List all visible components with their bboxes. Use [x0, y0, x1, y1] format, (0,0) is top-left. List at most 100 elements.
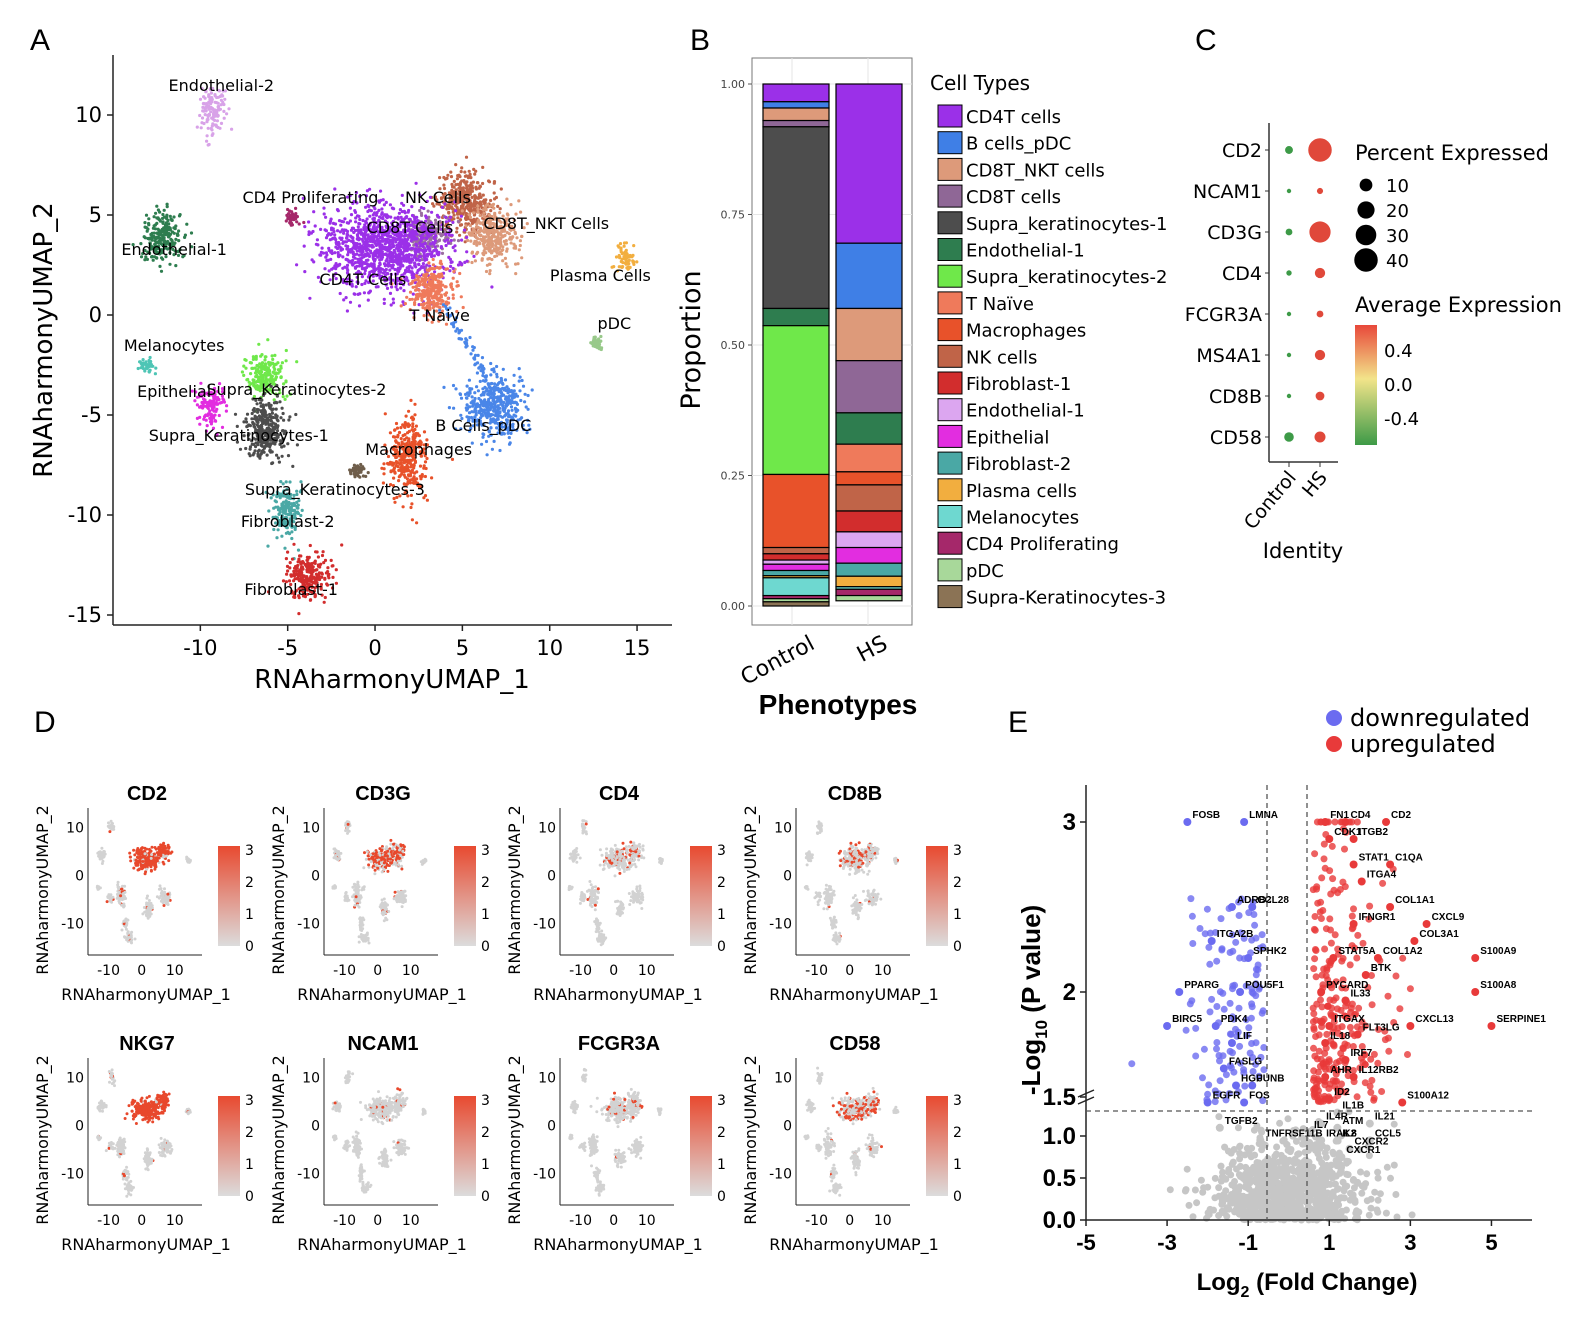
umap-point — [407, 253, 411, 257]
umap-point — [592, 339, 596, 343]
umap-point — [308, 296, 312, 300]
umap-point — [482, 198, 486, 202]
umap-point — [444, 293, 448, 297]
umap-point — [309, 231, 313, 235]
umap-point — [297, 557, 301, 561]
umap-point — [348, 259, 352, 263]
umap-point — [472, 211, 476, 215]
umap-point — [399, 426, 403, 430]
umap-point — [242, 420, 246, 424]
umap-point — [494, 244, 498, 248]
umap-point — [254, 398, 258, 402]
umap-point — [357, 228, 361, 232]
umap-point — [423, 474, 427, 479]
umap-point — [334, 245, 338, 249]
umap-point — [467, 378, 471, 382]
umap-point — [487, 383, 491, 387]
umap-point — [358, 222, 362, 226]
umap-point — [489, 198, 493, 203]
umap-point — [452, 238, 456, 242]
umap-point — [464, 155, 469, 159]
umap-point — [379, 189, 383, 193]
umap-point — [397, 475, 401, 479]
umap-point — [478, 379, 482, 383]
umap-cluster-13 — [240, 338, 299, 413]
umap-point — [305, 558, 309, 562]
umap-point — [486, 408, 490, 412]
umap-point — [244, 446, 248, 451]
umap-point — [526, 407, 530, 411]
umap-point — [266, 544, 270, 548]
umap-point — [421, 262, 425, 266]
umap-point — [152, 215, 156, 219]
umap-point — [344, 296, 348, 300]
umap-point — [479, 407, 483, 411]
umap-point — [464, 217, 468, 221]
umap-point — [408, 290, 413, 294]
umap-point — [512, 373, 516, 377]
umap-point — [307, 570, 311, 574]
umap-label: T Naive — [408, 306, 469, 325]
umap-point — [331, 221, 336, 225]
umap-point — [342, 298, 346, 302]
umap-point — [455, 226, 459, 230]
umap-point — [502, 234, 506, 238]
umap-point — [444, 267, 448, 271]
umap-point — [213, 118, 217, 122]
umap-point — [400, 263, 404, 267]
umap-point — [320, 553, 325, 558]
umap-point — [481, 181, 485, 186]
umap-point — [436, 279, 441, 283]
umap-point — [324, 215, 328, 219]
umap-point — [512, 383, 516, 388]
umap-point — [141, 358, 145, 362]
umap-point — [504, 262, 508, 266]
umap-point — [399, 251, 403, 255]
umap-point — [466, 238, 470, 243]
umap-label: CD8T_NKT Cells — [483, 214, 609, 234]
umap-point — [295, 360, 299, 364]
umap-point — [482, 399, 486, 403]
umap-cluster-2 — [284, 206, 306, 227]
umap-point — [523, 400, 527, 404]
umap-point — [430, 210, 434, 214]
umap-point — [465, 408, 469, 412]
umap-point — [183, 233, 187, 237]
umap-point — [210, 408, 214, 412]
umap-point — [354, 469, 358, 473]
umap-point — [622, 255, 626, 259]
umap-point — [217, 89, 221, 93]
umap-point — [329, 233, 333, 237]
umap-point — [400, 472, 404, 476]
umap-point — [463, 170, 467, 174]
umap-point — [453, 249, 457, 253]
umap-point — [422, 466, 426, 470]
umap-point — [286, 212, 291, 216]
umap-point — [478, 213, 482, 218]
umap-point — [415, 521, 419, 525]
umap-point — [286, 550, 290, 554]
panel-a-letter: A — [30, 24, 50, 57]
umap-point — [459, 295, 463, 299]
umap-point — [501, 382, 505, 386]
umap-point — [171, 247, 175, 251]
umap-point — [403, 421, 407, 425]
umap-cluster-18 — [266, 542, 344, 616]
umap-point — [419, 211, 423, 215]
umap-point — [517, 248, 521, 252]
umap-point — [321, 251, 326, 255]
umap-point — [484, 439, 489, 444]
umap-point — [403, 433, 407, 437]
umap-point — [449, 282, 453, 286]
umap-point — [270, 408, 274, 412]
umap-point — [210, 417, 214, 421]
umap-point — [478, 233, 482, 237]
umap-point — [477, 196, 481, 200]
umap-point — [270, 354, 274, 358]
umap-point — [418, 474, 422, 478]
umap-point — [478, 242, 482, 246]
umap-point — [250, 366, 254, 370]
umap-point — [331, 575, 335, 580]
umap-point — [290, 536, 294, 541]
